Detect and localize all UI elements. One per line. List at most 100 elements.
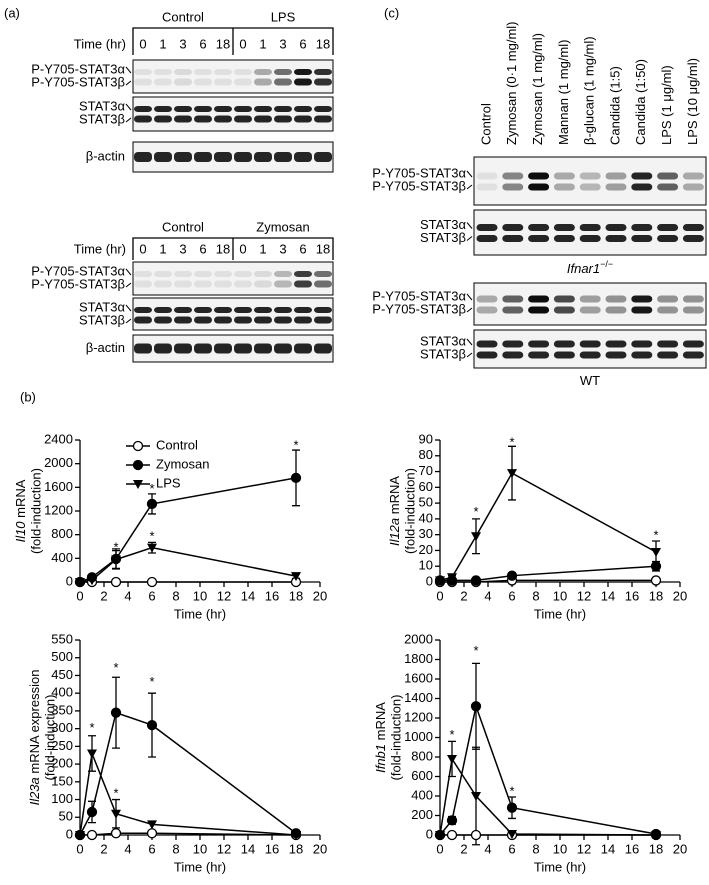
time-value: 18	[316, 241, 330, 256]
blot-band	[631, 351, 653, 359]
blot-band	[234, 78, 252, 86]
time-value: 3	[279, 241, 286, 256]
x-tick-label: 2	[460, 841, 467, 856]
marker	[470, 575, 482, 586]
y-tick-label: 100	[51, 791, 73, 806]
significance: *	[449, 727, 454, 742]
blot-band	[234, 343, 252, 354]
blot-band	[234, 152, 252, 162]
marker	[110, 576, 122, 588]
genotype-gene: WT	[580, 373, 600, 388]
blot-band	[214, 106, 232, 112]
blot-band	[553, 183, 575, 191]
blot-band	[154, 78, 172, 86]
time-value: 1	[259, 36, 266, 51]
significance: *	[113, 540, 118, 555]
blot-band	[134, 152, 152, 162]
blot-band	[553, 235, 575, 242]
x-tick-label: 0	[76, 588, 83, 603]
blot-row-label: P-Y705-STAT3α	[372, 288, 466, 303]
blot-band	[476, 351, 498, 359]
blot-band	[579, 340, 601, 348]
blot-band	[294, 316, 312, 324]
blot-band	[657, 224, 679, 231]
marker	[86, 806, 98, 818]
blot-band	[274, 78, 292, 86]
blot-band	[194, 316, 212, 324]
significance: *	[89, 720, 94, 735]
x-tick-label: 8	[532, 588, 539, 603]
x-tick-label: 20	[313, 588, 327, 603]
significance: *	[113, 786, 118, 801]
blot-band	[134, 280, 152, 288]
blot-row-label: P-Y705-STAT3β	[372, 178, 466, 193]
legend-label: Control	[156, 437, 198, 452]
x-tick-label: 8	[172, 588, 179, 603]
lane-label: Mannan (1 mg/ml)	[556, 40, 571, 145]
blot-band	[682, 340, 704, 348]
label-tick	[125, 282, 132, 288]
marker	[446, 815, 458, 826]
blot-band	[528, 183, 550, 191]
significance: *	[149, 674, 154, 689]
blot-band	[657, 351, 679, 359]
blot-band	[294, 280, 312, 288]
x-tick-label: 4	[484, 588, 491, 603]
y-tick-label: 20	[419, 542, 433, 557]
x-tick-label: 6	[508, 841, 515, 856]
y-tick-label: 70	[419, 463, 433, 478]
blot-band	[174, 152, 192, 162]
x-tick-label: 10	[193, 588, 207, 603]
label-tick	[125, 304, 132, 312]
x-tick-label: 14	[601, 588, 615, 603]
y-tick-label: 0	[426, 826, 433, 841]
y-tick-label: 10	[419, 558, 433, 573]
blot-band	[234, 316, 252, 324]
significance: *	[113, 660, 118, 675]
blot-band	[254, 106, 272, 112]
y-axis-label: (fold-induction)	[28, 468, 43, 554]
blot-band	[605, 295, 627, 303]
y-tick-label: 300	[51, 720, 73, 735]
blot-band	[314, 307, 332, 313]
x-tick-label: 0	[76, 841, 83, 856]
blot-band	[234, 271, 252, 277]
x-tick-label: 12	[217, 588, 231, 603]
marker	[470, 829, 482, 841]
time-value: 18	[216, 241, 230, 256]
y-tick-label: 0	[66, 573, 73, 588]
blot-band	[294, 152, 312, 162]
marker	[447, 754, 457, 764]
marker	[290, 472, 302, 484]
y-tick-label: 40	[419, 510, 433, 525]
significance: *	[473, 643, 478, 658]
marker	[507, 830, 517, 840]
blot-band	[605, 183, 627, 191]
y-label-text: mRNA	[387, 476, 402, 518]
blot-band	[502, 340, 524, 348]
blot-band	[254, 316, 272, 324]
y-tick-label: 250	[51, 738, 73, 753]
panel-label: (a)	[4, 5, 20, 20]
time-value: 0	[139, 36, 146, 51]
lane-label: β-glucan (1 mg/ml)	[582, 36, 597, 145]
y-label-gene: Ifnb1	[373, 744, 388, 773]
marker	[87, 576, 97, 586]
time-value: 1	[159, 36, 166, 51]
blot-band	[605, 235, 627, 242]
y-tick-label: 150	[51, 773, 73, 788]
blot-band	[294, 106, 312, 112]
marker	[291, 831, 301, 840]
y-tick-label: 400	[411, 787, 433, 802]
blot-band	[314, 271, 332, 277]
time-value: 18	[216, 36, 230, 51]
blot-band	[314, 78, 332, 86]
marker	[146, 576, 158, 588]
blot	[473, 329, 707, 369]
blot-band	[274, 280, 292, 288]
significance: *	[293, 437, 298, 452]
blot-band	[631, 235, 653, 242]
blot-band	[154, 271, 172, 277]
blot-band	[605, 172, 627, 180]
